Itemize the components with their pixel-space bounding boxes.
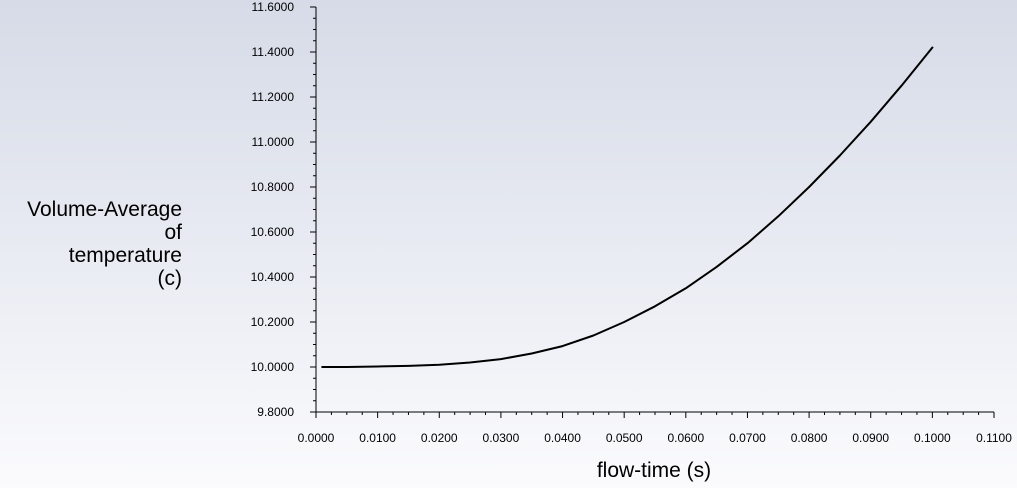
- y-tick-label: 10.2000: [251, 315, 295, 329]
- y-axis-title-line: (c): [157, 267, 183, 290]
- y-tick-label: 11.2000: [252, 90, 295, 104]
- y-tick-label: 10.6000: [251, 225, 295, 239]
- x-tick-label: 0.0500: [606, 431, 643, 445]
- x-tick-label: 0.1000: [914, 431, 951, 445]
- y-axis-title: Volume-Average of temperature (c): [27, 198, 182, 290]
- y-axis: 9.8000 10.0000 10.2000 10.4000 10.6000 10.800…: [251, 0, 317, 419]
- x-tick-label: 0.0200: [421, 431, 458, 445]
- x-tick-label: 0.0600: [667, 431, 704, 445]
- y-tick-label: 11.4000: [252, 45, 295, 59]
- y-tick-label: 10.8000: [251, 180, 295, 194]
- series-line: [321, 46, 934, 368]
- y-axis-title-line: Volume-Average: [27, 198, 182, 221]
- y-axis-title-line: of: [164, 221, 182, 244]
- x-axis-title: flow-time (s): [597, 459, 711, 482]
- y-axis-title-line: temperature: [68, 244, 182, 267]
- x-tick-label: 0.0000: [298, 431, 335, 445]
- series-layer: [321, 46, 934, 368]
- x-tick-label: 0.0300: [483, 431, 520, 445]
- x-tick-label: 0.0400: [544, 431, 581, 445]
- x-tick-label: 0.0900: [852, 431, 889, 445]
- y-tick-label: 11.0000: [252, 135, 295, 149]
- y-tick-label: 10.0000: [251, 360, 295, 374]
- x-tick-label: 0.0100: [359, 431, 396, 445]
- x-tick-label: 0.1100: [976, 431, 1012, 445]
- y-tick-label: 11.6000: [252, 0, 295, 14]
- x-tick-label: 0.0800: [791, 431, 828, 445]
- x-axis: 0.0000 0.0100 0.0200 0.0300 0.0400 0.0500 0.06…: [298, 411, 1012, 445]
- x-tick-label: 0.0700: [729, 431, 766, 445]
- y-tick-label: 9.8000: [257, 405, 294, 419]
- y-tick-label: 10.4000: [251, 270, 295, 284]
